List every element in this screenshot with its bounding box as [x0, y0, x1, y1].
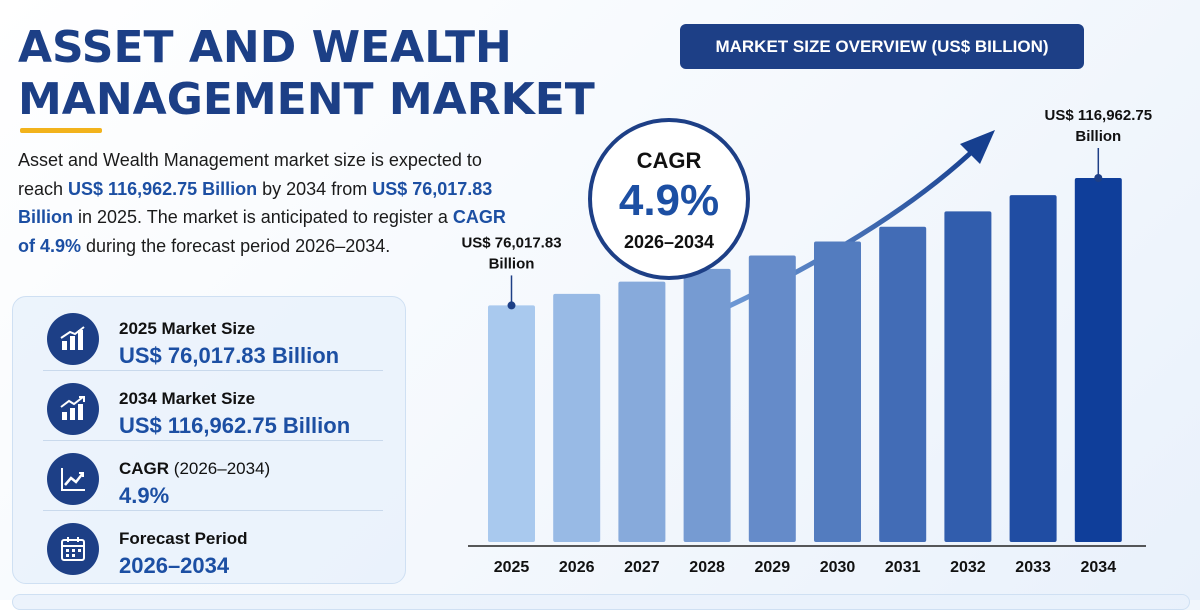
bar-2031 — [879, 226, 927, 543]
bar-chart-icon — [47, 313, 99, 365]
value-annotation-unit-2025: Billion — [489, 255, 535, 272]
title-line-1: ASSET AND WEALTH — [18, 22, 512, 73]
x-tick-label: 2032 — [950, 559, 986, 576]
cagr-badge-value: 4.9% — [618, 176, 720, 225]
kpi-value: 2026–2034 — [119, 553, 230, 578]
title-accent-line — [20, 128, 102, 133]
x-tick-label: 2030 — [820, 559, 856, 576]
kpi-label: CAGR (2026–2034) — [119, 459, 270, 479]
desc-text-4: during the forecast period 2026–2034. — [81, 235, 391, 256]
bar-2034 — [1074, 178, 1122, 542]
calendar-icon — [47, 523, 99, 575]
annotation-dot-2025 — [507, 301, 516, 310]
annotation-dot-2034 — [1094, 174, 1103, 182]
x-tick-label: 2029 — [755, 559, 791, 576]
kpi-label-suffix: (2026–2034) — [169, 459, 271, 478]
x-tick-label: 2025 — [494, 559, 530, 576]
kpi-forecast-period: Forecast Period 2026–2034 — [13, 511, 405, 581]
bottom-panel-edge — [12, 594, 1190, 610]
desc-text-3: in 2025. The market is anticipated to re… — [73, 207, 453, 227]
kpi-label: Forecast Period — [119, 529, 248, 548]
value-annotation-2025: US$ 76,017.83 — [461, 234, 561, 251]
kpi-divider — [43, 440, 383, 441]
bar-2033 — [1009, 195, 1057, 542]
bar-2029 — [748, 255, 796, 542]
cagr-badge-label: CAGR — [636, 148, 702, 173]
kpi-label-main: CAGR — [119, 459, 170, 478]
kpi-label: 2034 Market Size — [119, 389, 256, 408]
x-tick-label: 2026 — [559, 559, 595, 576]
kpi-divider — [43, 370, 383, 371]
trend-line-icon — [47, 453, 99, 505]
kpi-2025-market-size: 2025 Market Size US$ 76,017.83 Billion — [13, 301, 405, 371]
x-tick-label: 2033 — [1015, 559, 1051, 576]
kpi-label: 2025 Market Size — [119, 319, 256, 338]
desc-highlight-2034-size: US$ 116,962.75 Billion — [68, 178, 258, 199]
cagr-badge-period: 2026–2034 — [623, 232, 715, 252]
bar-2026 — [553, 293, 601, 542]
x-tick-label: 2034 — [1081, 559, 1117, 576]
desc-highlight-cagr: CAGR of 4.9% — [18, 207, 506, 256]
cagr-badge: CAGR 4.9% 2026–2034 — [588, 118, 750, 280]
bar-2025 — [488, 305, 535, 542]
kpi-divider — [43, 510, 383, 511]
kpi-value: 4.9% — [119, 483, 170, 508]
x-tick-label: 2031 — [885, 559, 921, 576]
bar-2028 — [683, 268, 731, 542]
bar-2030 — [814, 241, 861, 543]
title-line-2: MANAGEMENT MARKET — [18, 74, 595, 125]
growth-arrow-head — [960, 130, 995, 164]
x-tick-label: 2027 — [624, 559, 660, 576]
kpi-value: US$ 116,962.75 Billion — [119, 413, 351, 438]
growth-chart-icon — [47, 383, 99, 435]
bar-2032 — [944, 211, 992, 543]
desc-text-2: by 2034 from — [257, 178, 373, 199]
bar-2027 — [618, 281, 666, 542]
market-description: Asset and Wealth Management market size … — [18, 146, 518, 260]
page-title: ASSET AND WEALTH MANAGEMENT MARKET — [18, 22, 595, 126]
kpi-value: US$ 76,017.83 Billion — [119, 343, 340, 368]
kpi-panel: 2025 Market Size US$ 76,017.83 Billion 2… — [12, 296, 406, 584]
x-tick-label: 2028 — [689, 559, 725, 576]
kpi-2034-market-size: 2034 Market Size US$ 116,962.75 Billion — [13, 371, 405, 441]
value-annotation-unit-2034: Billion — [1075, 128, 1121, 145]
value-annotation-2034: US$ 116,962.75 — [1045, 107, 1153, 124]
market-size-bar-chart: 2025 2026 2027 2028 2029 2030 2031 2032 2033 2034… — [461, 107, 1153, 576]
desc-highlight-2025-size: US$ 76,017.83 Billion — [18, 178, 493, 228]
chart-title-banner: MARKET SIZE OVERVIEW (US$ BILLION) — [680, 24, 1084, 69]
kpi-cagr: CAGR (2026–2034) 4.9% — [13, 441, 405, 511]
desc-text-1: Asset and Wealth Management market size … — [18, 150, 482, 199]
